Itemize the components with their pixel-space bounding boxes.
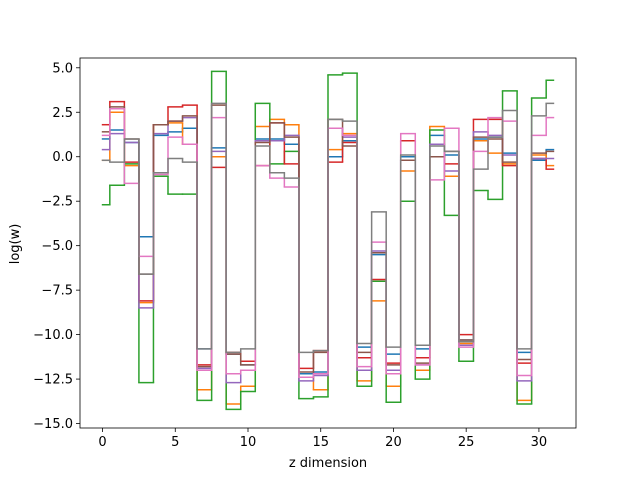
y-tick-label: −2.5	[41, 195, 73, 210]
y-tick-label: −7.5	[41, 284, 73, 299]
y-tick-label: 0.0	[52, 150, 73, 165]
x-tick-label: 25	[458, 435, 475, 450]
x-tick-label: 20	[385, 435, 402, 450]
y-tick-label: 2.5	[52, 106, 73, 121]
y-tick-label: −5.0	[41, 239, 73, 254]
plot-frame	[79, 57, 577, 429]
x-tick-label: 0	[98, 435, 106, 450]
x-axis-label: z dimension	[289, 456, 367, 471]
y-tick-label: −10.0	[33, 328, 73, 343]
y-tick-label: −15.0	[33, 417, 73, 432]
y-axis-label: log(w)	[8, 224, 23, 265]
y-tick-label: −12.5	[33, 373, 73, 388]
x-tick-label: 10	[240, 435, 257, 450]
x-tick-label: 5	[171, 435, 179, 450]
x-tick-label: 15	[312, 435, 329, 450]
y-tick-label: 5.0	[52, 61, 73, 76]
x-tick-label: 30	[531, 435, 548, 450]
